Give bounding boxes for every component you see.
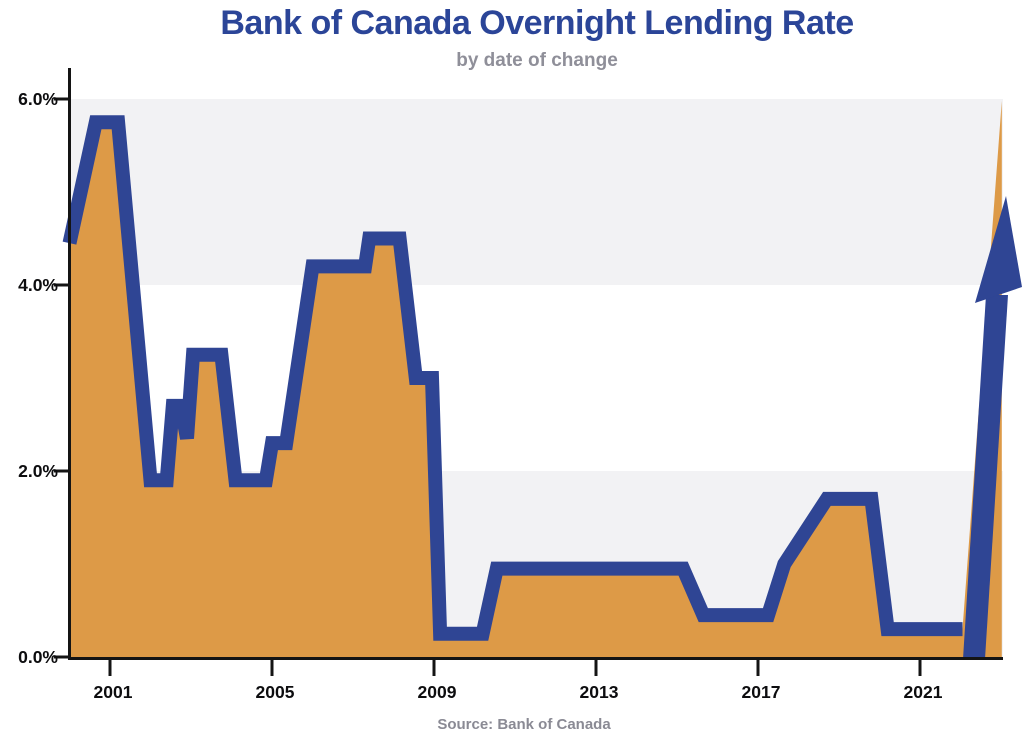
rate-area-fill — [69, 100, 1002, 657]
y-axis-tick-label: 2.0% — [18, 461, 58, 481]
y-axis-tick-label: 4.0% — [18, 275, 58, 295]
source-caption: Source: Bank of Canada — [437, 716, 611, 733]
gridline-band — [69, 99, 1003, 285]
chart-title: Bank of Canada Overnight Lending Rate — [220, 4, 854, 42]
x-axis-tick-label: 2001 — [94, 682, 133, 702]
arrow-up-head-icon — [975, 196, 1022, 303]
y-axis-tick-label: 6.0% — [18, 89, 58, 109]
x-axis-tick-label: 2013 — [580, 682, 619, 702]
chart-subtitle: by date of change — [456, 50, 618, 71]
rate-line — [62, 115, 963, 641]
x-axis-tick-label: 2009 — [418, 682, 457, 702]
arrow-up-shaft — [963, 295, 1008, 659]
x-axis-tick-label: 2021 — [904, 682, 943, 702]
x-axis-tick-label: 2017 — [742, 682, 781, 702]
x-axis-tick-label: 2005 — [256, 682, 295, 702]
y-axis-tick-label: 0.0% — [18, 647, 58, 667]
